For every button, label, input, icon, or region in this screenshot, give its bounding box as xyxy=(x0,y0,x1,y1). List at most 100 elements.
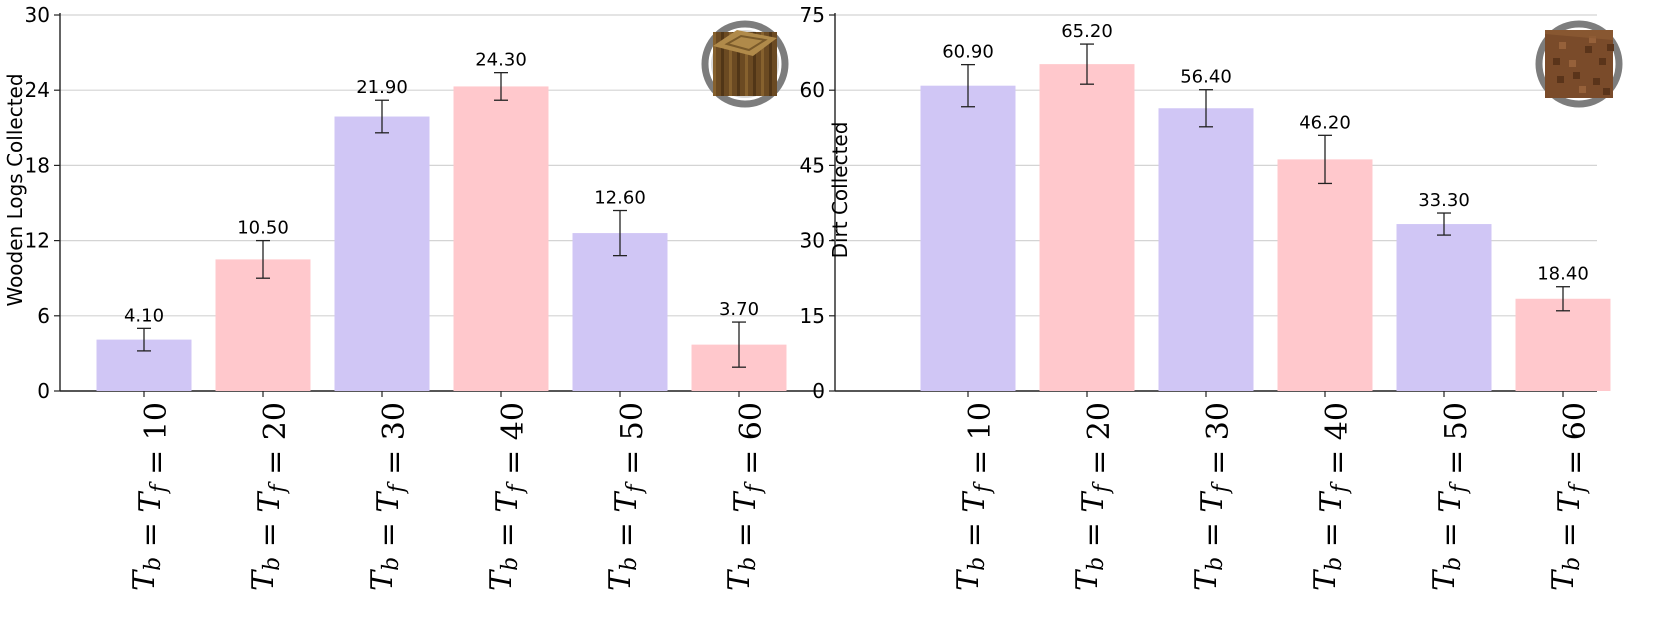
x-tick-label-part: = xyxy=(957,513,992,557)
x-tick-label-part: T xyxy=(1195,491,1230,513)
x-tick-label-part: T xyxy=(1076,491,1111,513)
x-tick-label-part: T xyxy=(484,569,519,591)
x-tick-label-part: = xyxy=(258,440,293,484)
bark-stripe xyxy=(753,32,756,96)
x-tick-label-part: = xyxy=(1195,513,1230,557)
x-tick-label-part: = xyxy=(371,513,406,557)
x-tick-label-part: 40 xyxy=(1320,402,1355,440)
x-tick-label-part: T xyxy=(1552,491,1587,513)
x-tick-label-part: b xyxy=(965,557,990,571)
y-tick-label: 75 xyxy=(800,3,825,27)
bark-stripe xyxy=(729,32,732,96)
x-tick-label-part: T xyxy=(609,491,644,513)
x-tick-label-part: = xyxy=(1439,440,1474,484)
y-tick-label: 0 xyxy=(37,379,50,403)
x-tick-label-part: = xyxy=(1552,513,1587,557)
bark-stripe xyxy=(713,32,716,96)
y-tick-label: 45 xyxy=(800,153,825,177)
bar xyxy=(572,233,668,391)
data-label: 60.90 xyxy=(942,42,994,63)
x-tick-label-part: = xyxy=(734,440,769,484)
x-tick-label-part: b xyxy=(260,557,285,571)
x-tick-label-part: = xyxy=(1076,513,1111,557)
bark-stripe xyxy=(769,32,772,96)
x-tick-label-part: T xyxy=(1433,491,1468,513)
x-tick-label: Tb = Tf = 10 xyxy=(127,402,174,591)
bar xyxy=(920,85,1016,392)
dirt-speck xyxy=(1593,78,1600,85)
dirt-block-icon xyxy=(1535,20,1623,108)
data-label: 3.70 xyxy=(719,299,759,320)
y-tick-label: 24 xyxy=(25,78,50,102)
x-tick-label-part: T xyxy=(490,491,525,513)
x-tick-label: Tb = Tf = 30 xyxy=(365,402,412,591)
x-tick-label-part: 60 xyxy=(1558,402,1593,440)
x-tick-label-part: b xyxy=(498,557,523,571)
x-tick-label-part: 10 xyxy=(139,402,174,440)
data-label: 4.10 xyxy=(124,305,164,326)
data-label: 12.60 xyxy=(594,188,646,209)
x-tick-label-part: = xyxy=(377,440,412,484)
log-ring xyxy=(724,34,768,52)
dirt-speck xyxy=(1573,72,1580,79)
x-tick-label-part: = xyxy=(490,513,525,557)
y-tick-label: 30 xyxy=(800,229,825,253)
y-tick-label: 12 xyxy=(25,229,50,253)
wooden-log-block-icon xyxy=(701,20,789,108)
dirt-speck xyxy=(1607,44,1614,51)
x-tick-label-part: 50 xyxy=(615,402,650,440)
x-tick-label-part: b xyxy=(1441,557,1466,571)
dirt-speck xyxy=(1599,58,1606,65)
bar xyxy=(453,86,549,391)
dirt-speck xyxy=(1569,60,1576,67)
data-label: 18.40 xyxy=(1537,264,1589,285)
x-tick-label: Tb = Tf = 30 xyxy=(1189,402,1236,591)
y-axis-label: Dirt Collected xyxy=(828,122,852,259)
x-tick-label-part: = xyxy=(252,513,287,557)
x-tick-label-part: 60 xyxy=(734,402,769,440)
x-tick-label-part: T xyxy=(1546,569,1581,591)
dirt-speck xyxy=(1603,88,1610,95)
x-tick-label-part: = xyxy=(1558,440,1593,484)
x-tick-label: Tb = Tf = 20 xyxy=(246,402,293,591)
x-tick-label-part: T xyxy=(1189,569,1224,591)
x-tick-label-part: T xyxy=(1314,491,1349,513)
bar xyxy=(334,116,430,392)
x-tick-label-part: = xyxy=(1320,440,1355,484)
dirt-speck xyxy=(1557,76,1564,83)
data-label: 65.20 xyxy=(1061,21,1113,42)
y-tick-label: 6 xyxy=(37,304,50,328)
x-tick-label-part: 30 xyxy=(377,402,412,440)
data-label: 24.30 xyxy=(475,50,527,71)
x-tick-label-part: = xyxy=(609,513,644,557)
x-tick-label: Tb = Tf = 20 xyxy=(1070,402,1117,591)
x-tick-label-part: T xyxy=(371,491,406,513)
bark-stripe xyxy=(761,32,764,96)
x-tick-label-part: 20 xyxy=(258,402,293,440)
x-tick-label-part: T xyxy=(722,569,757,591)
x-tick-label-part: T xyxy=(133,491,168,513)
x-tick-label-part: = xyxy=(615,440,650,484)
x-tick-label-part: = xyxy=(1314,513,1349,557)
bar xyxy=(1039,64,1135,391)
x-tick-label-part: = xyxy=(133,513,168,557)
x-tick-label-part: = xyxy=(496,440,531,484)
log-top xyxy=(713,30,777,56)
x-tick-label: Tb = Tf = 60 xyxy=(1546,402,1593,591)
x-tick-label-part: T xyxy=(957,491,992,513)
x-tick-label-part: b xyxy=(379,557,404,571)
x-tick-label-part: b xyxy=(1560,557,1585,571)
bar xyxy=(1277,159,1373,391)
x-tick-label-part: b xyxy=(1203,557,1228,571)
x-tick-label-part: T xyxy=(951,569,986,591)
x-tick-label-part: = xyxy=(728,513,763,557)
x-tick-label: Tb = Tf = 10 xyxy=(951,402,998,591)
dirt-speck xyxy=(1559,42,1566,49)
x-tick-label-part: 20 xyxy=(1082,402,1117,440)
x-tick-label-part: T xyxy=(127,569,162,591)
data-label: 33.30 xyxy=(1418,190,1470,211)
x-tick-label-part: T xyxy=(252,491,287,513)
data-label: 10.50 xyxy=(237,218,289,239)
